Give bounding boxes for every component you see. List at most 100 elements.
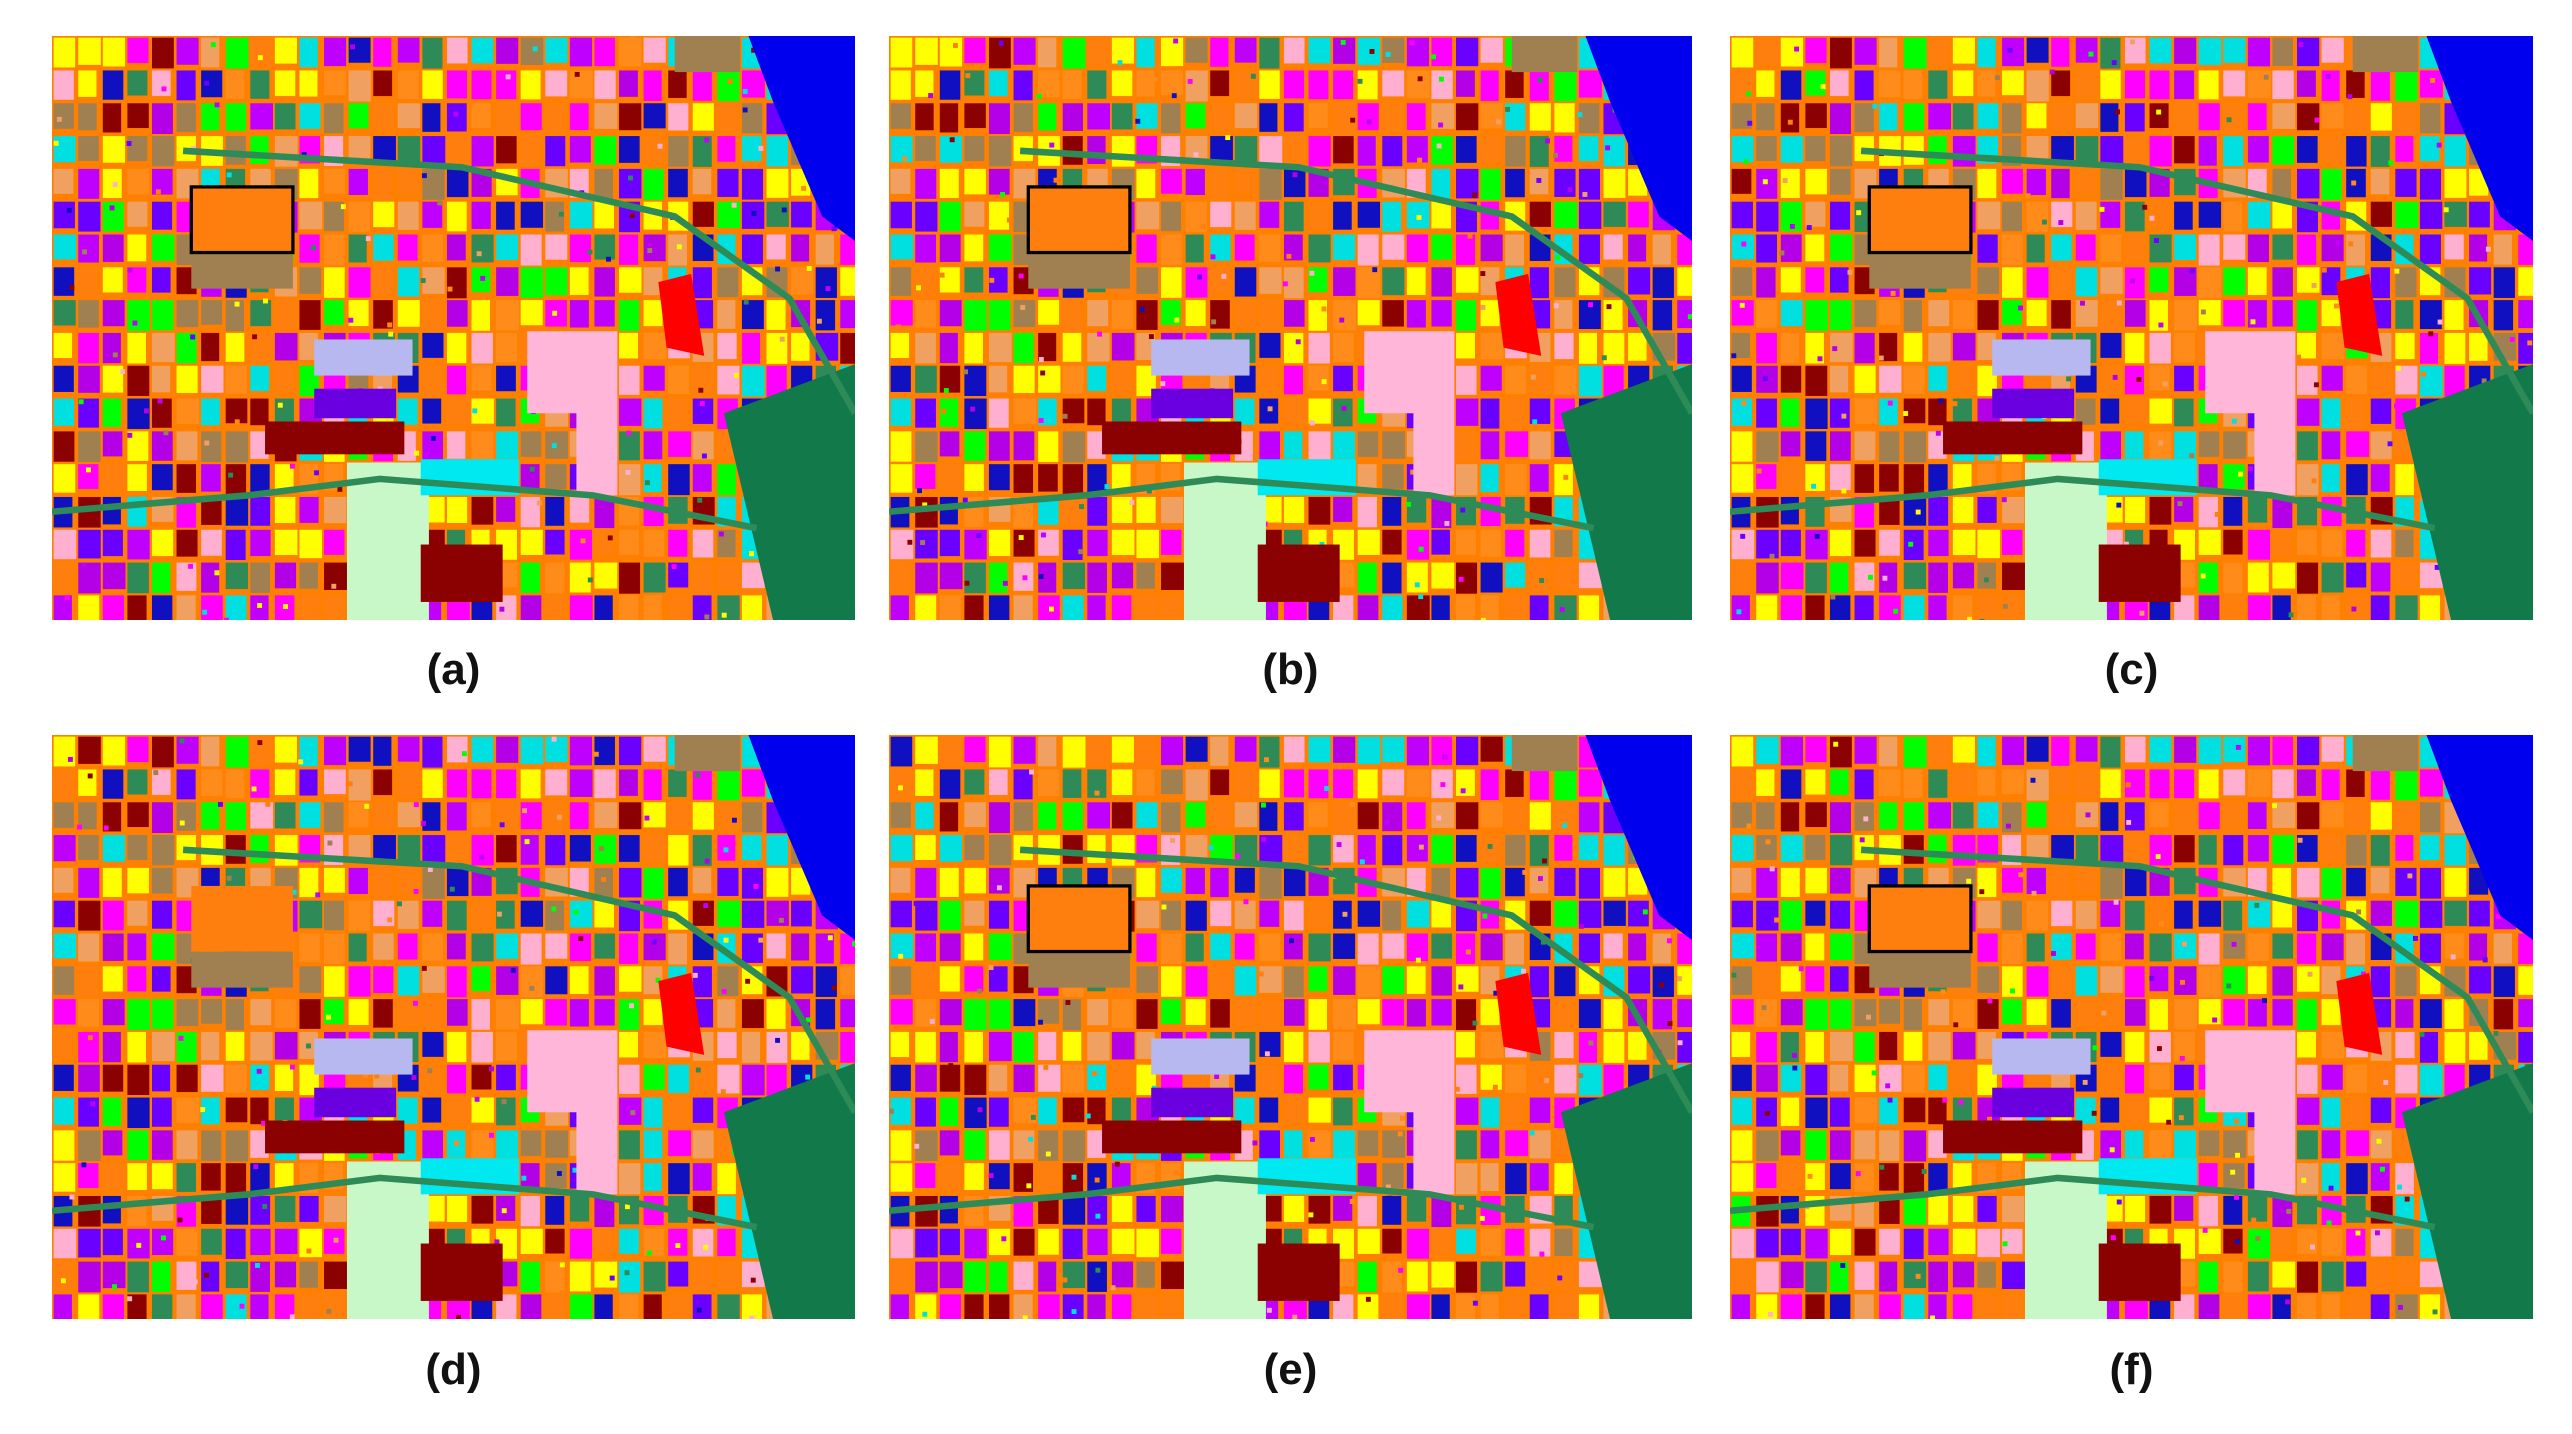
map-parcel [2051, 70, 2071, 97]
map-noise [1431, 54, 1436, 60]
map-parcel [1554, 1163, 1573, 1195]
map-parcel [1903, 1163, 1925, 1194]
map-parcel [1529, 562, 1550, 592]
map-parcel [1652, 300, 1673, 331]
map-noise [1745, 91, 1751, 97]
map-parcel [692, 136, 712, 167]
map-parcel [397, 835, 421, 864]
map-region [191, 186, 293, 253]
map-noise [1267, 406, 1273, 412]
map-parcel [496, 332, 517, 363]
map-parcel [324, 103, 344, 134]
map-parcel [78, 1064, 100, 1092]
map-parcel [2174, 736, 2197, 763]
map-parcel [964, 1031, 983, 1063]
map-parcel [520, 70, 541, 100]
map-parcel [1406, 933, 1428, 962]
map-parcel [1756, 736, 1779, 764]
map-noise [2212, 1017, 2218, 1023]
map-parcel [1952, 1261, 1975, 1288]
map-parcel [1805, 1031, 1824, 1063]
map-noise [1841, 488, 1847, 494]
map-parcel [1554, 1228, 1573, 1257]
map-parcel [964, 802, 986, 828]
map-parcel [520, 966, 544, 997]
map-parcel [890, 736, 913, 767]
map-parcel [1431, 900, 1451, 928]
map-noise [2005, 823, 2011, 829]
map-noise [2263, 74, 2269, 80]
map-noise [53, 140, 59, 146]
map-noise [1789, 223, 1795, 229]
map-noise [2326, 1220, 2332, 1226]
map-parcel [1210, 37, 1229, 67]
map-parcel [1234, 398, 1255, 425]
map-noise [132, 320, 138, 326]
map-parcel [939, 1130, 960, 1156]
map-parcel [1333, 398, 1353, 427]
map-parcel [2346, 431, 2370, 457]
map-parcel [1013, 37, 1036, 65]
map-parcel [1952, 1064, 1972, 1092]
map-region [1860, 147, 2533, 415]
map-noise [69, 1194, 75, 1200]
map-parcel [299, 595, 321, 620]
map-parcel [53, 431, 75, 462]
map-parcel [915, 234, 937, 263]
map-parcel [815, 933, 834, 964]
map-parcel [1210, 802, 1231, 829]
map-parcel [643, 234, 666, 262]
map-region [1585, 735, 1692, 941]
map-parcel [890, 1163, 913, 1192]
map-parcel [594, 736, 615, 766]
map-parcel [692, 802, 714, 830]
map-parcel [643, 999, 663, 1026]
map-parcel [1062, 300, 1081, 332]
map-noise [1677, 1040, 1683, 1046]
map-noise [1903, 411, 1909, 416]
map-parcel [1628, 201, 1649, 228]
map-parcel [1505, 136, 1526, 167]
map-parcel [348, 103, 369, 129]
map-noise [625, 469, 631, 475]
map-parcel [1136, 1294, 1158, 1319]
map-parcel [151, 900, 173, 929]
map-noise [1782, 178, 1788, 184]
map-parcel [299, 365, 319, 397]
map-parcel [373, 966, 394, 994]
map-parcel [127, 562, 149, 594]
map-parcel [422, 769, 443, 798]
map-noise [2398, 1304, 2403, 1310]
map-noise [1385, 1184, 1391, 1190]
map-parcel [1013, 1228, 1035, 1256]
map-parcel [964, 103, 986, 129]
map-parcel [1756, 431, 1779, 463]
map-parcel [2346, 1261, 2367, 1287]
map-parcel [2026, 933, 2045, 962]
map-parcel [1731, 1228, 1755, 1259]
map-noise [631, 612, 637, 618]
map-parcel [151, 267, 171, 293]
map-noise [720, 1089, 726, 1095]
map-parcel [1111, 136, 1135, 167]
map-parcel [176, 736, 199, 764]
map-noise [1095, 1267, 1101, 1273]
map-parcel [1805, 1294, 1825, 1319]
map-region [2426, 735, 2533, 941]
map-parcel [988, 136, 1012, 167]
map-region [1364, 1030, 1455, 1195]
map-parcel [1456, 999, 1477, 1031]
map-parcel [2272, 267, 2293, 297]
map-noise [629, 212, 635, 218]
map-parcel [446, 966, 467, 998]
map-parcel [915, 1163, 936, 1188]
map-parcel [2198, 562, 2218, 594]
map-parcel [1308, 300, 1327, 331]
map-parcel [2051, 900, 2073, 927]
map-parcel [1406, 1195, 1427, 1222]
map-parcel [151, 70, 171, 97]
map-parcel [1805, 595, 1825, 620]
map-parcel [2297, 802, 2320, 830]
map-noise [586, 1234, 592, 1240]
